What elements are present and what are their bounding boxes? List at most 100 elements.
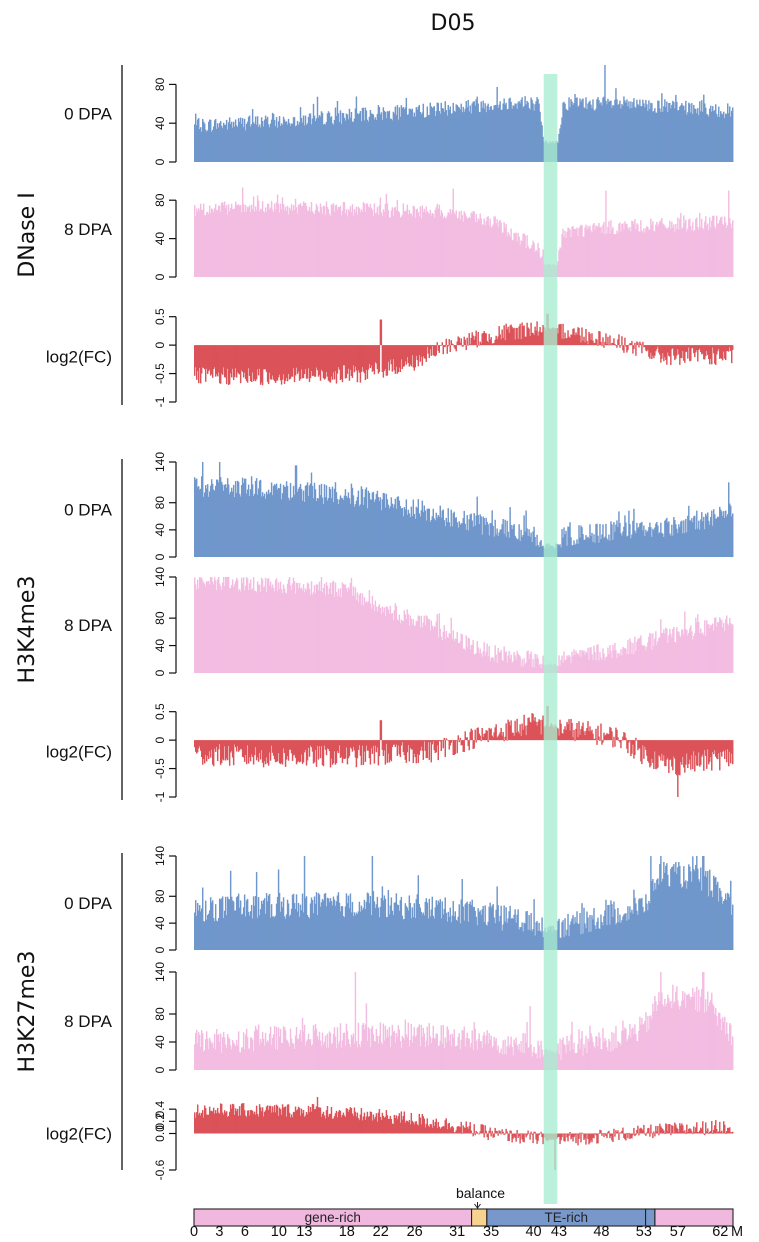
data-bar: [625, 223, 627, 277]
data-bar: [448, 1122, 450, 1134]
data-bar: [561, 733, 563, 741]
data-bar: [645, 740, 647, 750]
data-bar: [654, 231, 656, 277]
data-bar: [243, 740, 246, 762]
data-bar: [216, 579, 219, 673]
data-bar: [456, 920, 458, 950]
data-bar: [503, 1054, 505, 1070]
data-bar: [205, 131, 208, 162]
data-bar: [253, 1031, 256, 1070]
data-bar: [719, 506, 721, 557]
data-bar: [506, 922, 508, 950]
data-bar: [289, 1028, 292, 1070]
data-bar: [482, 1035, 484, 1070]
data-bar: [351, 740, 354, 752]
data-bar: [520, 927, 522, 950]
data-bar: [542, 136, 544, 162]
data-bar: [717, 345, 719, 352]
data-bar: [425, 740, 428, 759]
data-bar: [248, 583, 251, 673]
data-bar: [327, 1116, 330, 1134]
data-bar: [470, 212, 472, 277]
data-bar: [268, 1105, 271, 1134]
data-bar: [255, 592, 258, 673]
data-bar: [664, 225, 666, 277]
data-bar: [587, 1133, 589, 1140]
data-bar: [232, 901, 235, 950]
data-bar: [684, 740, 686, 773]
data-bar: [260, 900, 263, 950]
data-bar: [256, 581, 259, 673]
data-bar: [237, 740, 240, 752]
data-bar: [686, 345, 688, 352]
data-bar: [391, 120, 394, 162]
data-bar: [691, 1131, 693, 1134]
data-bar: [647, 227, 649, 277]
data-bar: [517, 653, 519, 673]
data-bar: [244, 916, 247, 950]
data-bar: [612, 644, 614, 673]
data-bar: [326, 113, 329, 162]
data-bar: [361, 345, 364, 368]
data-bar: [505, 102, 507, 162]
data-bar: [205, 212, 208, 277]
data-bar: [425, 1040, 428, 1070]
data-bar: [249, 1037, 252, 1070]
data-bar: [537, 931, 539, 950]
data-bar: [700, 519, 702, 557]
data-bar: [275, 345, 278, 381]
data-bar: [286, 899, 289, 950]
data-bar: [633, 1034, 635, 1070]
data-bar: [558, 250, 560, 277]
data-bar: [570, 236, 572, 277]
data-bar: [584, 227, 586, 277]
data-bar: [234, 581, 237, 673]
data-bar: [472, 211, 474, 277]
data-bar: [444, 638, 446, 673]
data-bar: [257, 345, 260, 376]
data-bar: [329, 345, 332, 383]
data-bar: [305, 124, 308, 162]
data-bar: [611, 1133, 613, 1141]
data-bar: [569, 656, 571, 673]
data-bar: [507, 232, 509, 277]
data-bar: [436, 102, 438, 162]
data-bar: [455, 919, 457, 950]
data-bar: [703, 635, 705, 673]
data-bar: [623, 96, 625, 162]
data-bar: [425, 898, 428, 950]
data-bar: [506, 662, 508, 673]
data-bar: [267, 124, 270, 162]
data-bar: [695, 617, 697, 673]
data-bar: [475, 1130, 477, 1134]
data-bar: [719, 1121, 721, 1134]
data-bar: [269, 1105, 272, 1134]
data-bar: [255, 124, 258, 162]
data-bar: [486, 1133, 488, 1138]
data-bar: [421, 740, 424, 751]
data-bar: [614, 909, 616, 950]
data-bar: [210, 479, 213, 557]
data-bar: [316, 584, 319, 673]
data-bar: [262, 740, 265, 768]
data-bar: [526, 725, 528, 741]
data-bar: [566, 110, 568, 162]
data-bar: [615, 234, 617, 277]
data-bar: [457, 735, 459, 741]
data-bar: [661, 1127, 663, 1134]
data-bar: [584, 1047, 586, 1070]
data-bar: [567, 227, 569, 277]
data-bar: [410, 213, 413, 277]
data-bar: [338, 740, 341, 746]
data-bar: [337, 892, 340, 950]
data-bar: [624, 1027, 626, 1070]
data-bar: [693, 869, 695, 950]
data-bar: [474, 729, 476, 741]
data-bar: [561, 655, 563, 673]
data-bar: [723, 900, 725, 950]
data-bar: [534, 935, 536, 950]
data-bar: [374, 1116, 377, 1134]
data-bar: [681, 1123, 683, 1134]
data-bar: [674, 641, 676, 673]
